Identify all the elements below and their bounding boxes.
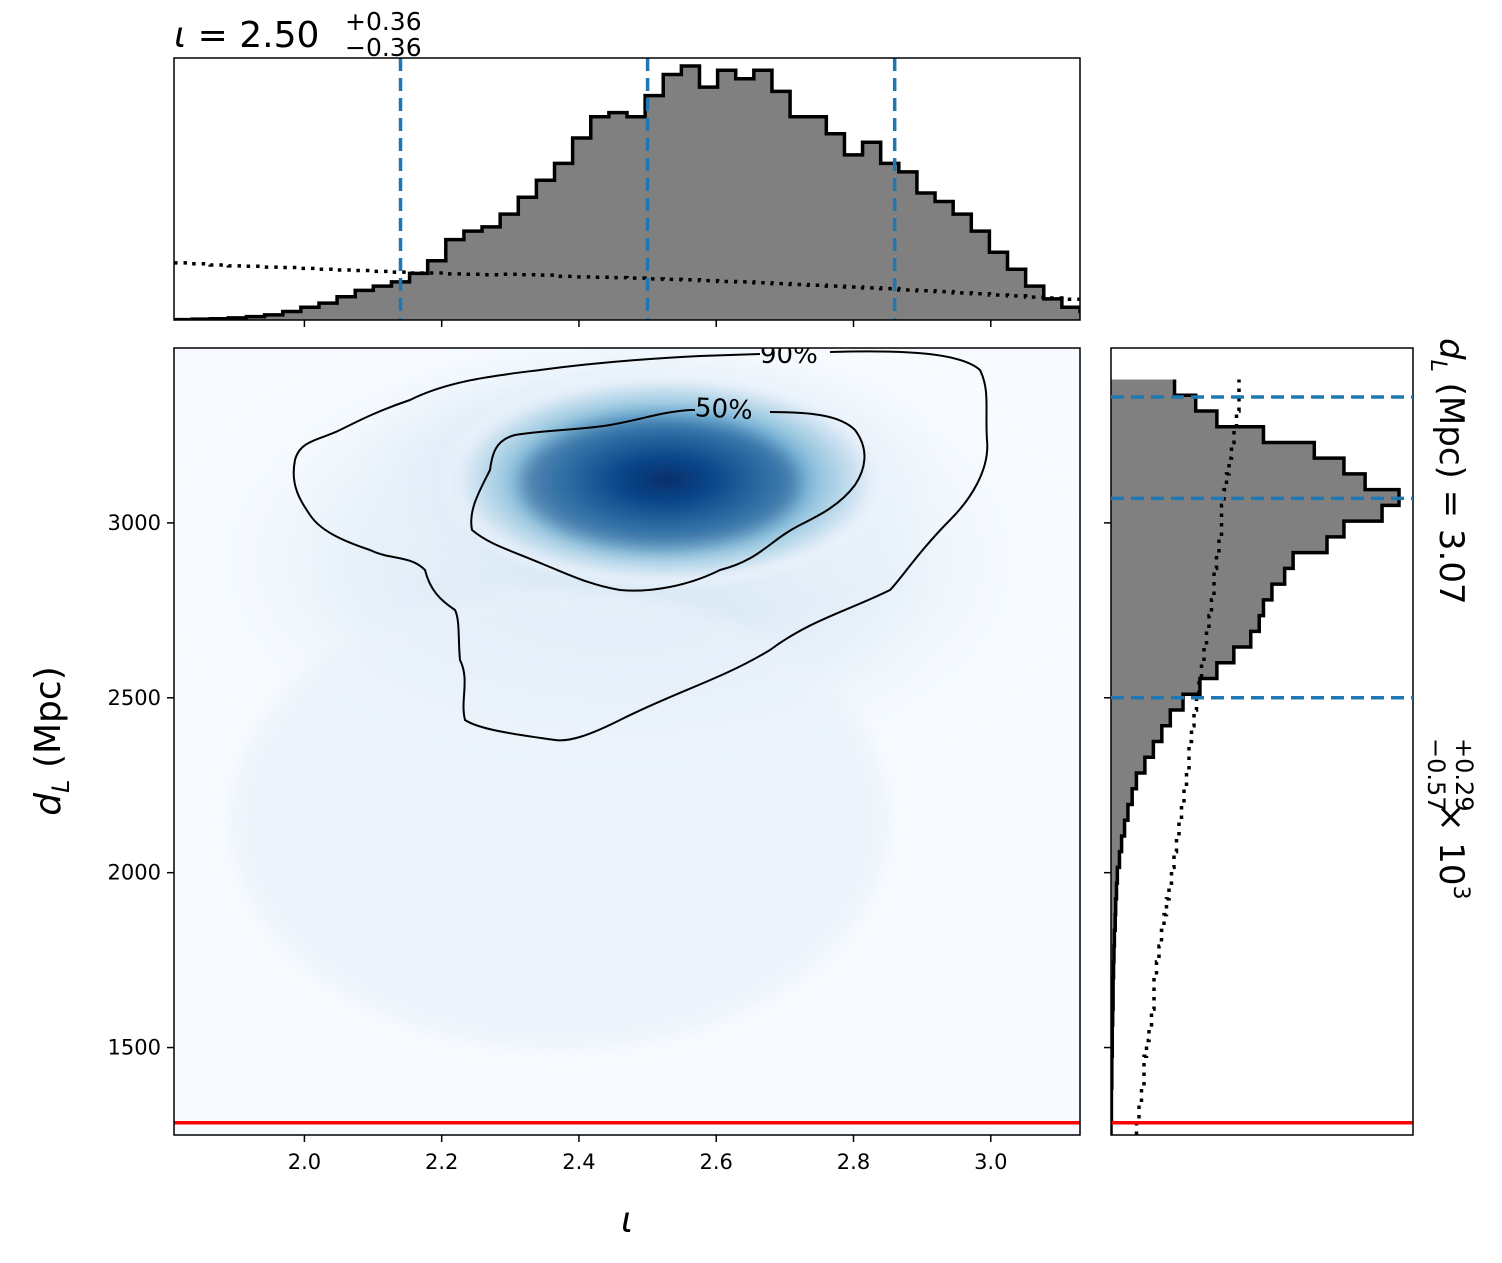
y-tick-label-2: 2500 — [108, 686, 161, 710]
x-stat-symbol: ι — [174, 15, 186, 56]
y-quantile-lines — [1111, 395, 1413, 700]
x-posterior-histogram-outline — [174, 64, 1080, 320]
right-histogram-panel — [1104, 347, 1414, 1136]
y-stat-title: dL (Mpc) = 3.07 +0.29 −0.57 × 103 — [1422, 338, 1478, 900]
x-tick-label-3: 2.6 — [700, 1150, 733, 1174]
x-tick-label-4: 2.8 — [837, 1150, 870, 1174]
y-posterior-histogram-fill — [1111, 379, 1399, 1135]
y-tick-label-3: 3000 — [108, 511, 161, 535]
contour-label-90: 90% — [760, 340, 818, 370]
y-posterior-histogram-outline — [1111, 379, 1401, 1135]
y-tick-label-0: 1500 — [108, 1036, 161, 1060]
x-prior-dotted-line — [174, 261, 1080, 302]
x-axis-label: ι — [621, 1200, 633, 1241]
x-stat-title: ι = 2.50 +0.36 −0.36 — [174, 7, 422, 62]
x-posterior-histogram-fill — [174, 66, 1080, 320]
y-stat-times: × 10 — [1431, 803, 1471, 886]
x-axis-ticks: 2.0 2.2 2.4 2.6 2.8 3.0 — [288, 1135, 1007, 1174]
top-histogram-panel — [173, 57, 1081, 327]
contour-90 — [292, 350, 989, 742]
x-tick-label-0: 2.0 — [288, 1150, 321, 1174]
y-stat-minus: −0.57 — [1422, 738, 1450, 812]
contour-50 — [470, 409, 866, 592]
x-quantile-lines — [398, 58, 897, 320]
top-x-tick-marks — [303, 320, 992, 327]
y-axis-ticks: 1500 2000 2500 3000 — [108, 511, 174, 1060]
x-stat-minus: −0.36 — [345, 33, 422, 62]
svg-text:ι = 2.50: ι = 2.50 — [174, 15, 319, 56]
x-tick-label-2: 2.4 — [562, 1150, 595, 1174]
contour-label-50: 50% — [694, 393, 753, 426]
x-stat-median: 2.50 — [239, 15, 319, 56]
density-map: 90% 50% — [174, 340, 1080, 1125]
svg-text:dL (Mpc) = 3.07: dL (Mpc) = 3.07 — [1425, 338, 1471, 605]
y-prior-dotted-line — [1134, 379, 1241, 1135]
x-tick-label-5: 3.0 — [974, 1150, 1007, 1174]
y-axis-label: dL (Mpc) — [28, 666, 75, 815]
svg-text:× 103: × 103 — [1431, 803, 1473, 900]
y-tick-label-1: 2000 — [108, 861, 161, 885]
y-stat-exp: 3 — [1448, 886, 1473, 900]
y-stat-plus: +0.29 — [1450, 738, 1478, 812]
main-density-panel: 90% 50% 2.0 2.2 2.4 2.6 2.8 3.0 1500 2000 2500 3… — [108, 340, 1081, 1174]
x-tick-label-1: 2.2 — [425, 1150, 458, 1174]
x-stat-plus: +0.36 — [345, 7, 422, 36]
right-y-tick-marks — [1104, 522, 1111, 1049]
